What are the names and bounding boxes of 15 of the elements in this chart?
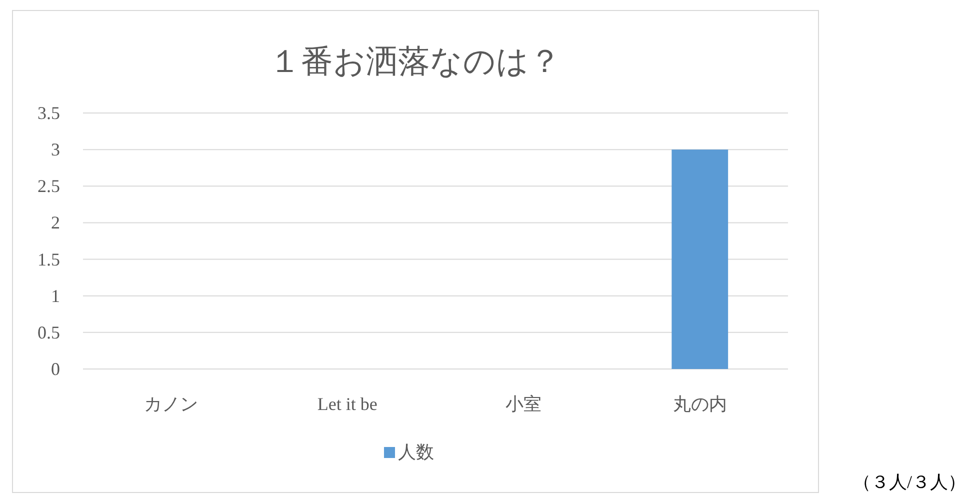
title: １番お洒落なのは？ xyxy=(269,43,561,79)
xtick: カノン xyxy=(144,394,198,414)
ytick: 0 xyxy=(51,359,60,379)
annotation: （３人/３人） xyxy=(852,472,966,492)
xtick: 小室 xyxy=(506,394,542,414)
ytick: 1 xyxy=(51,286,60,306)
ytick: 0.5 xyxy=(38,322,60,342)
xtick: Let it be xyxy=(317,394,378,414)
ytick: 3.5 xyxy=(38,103,60,123)
ytick: 2.5 xyxy=(38,176,60,196)
ytick: 2 xyxy=(51,212,60,233)
xtick: 丸の内 xyxy=(672,394,727,414)
ytick: 3 xyxy=(51,140,60,160)
ytick: 1.5 xyxy=(38,249,60,270)
legend: 人数 xyxy=(398,442,434,462)
